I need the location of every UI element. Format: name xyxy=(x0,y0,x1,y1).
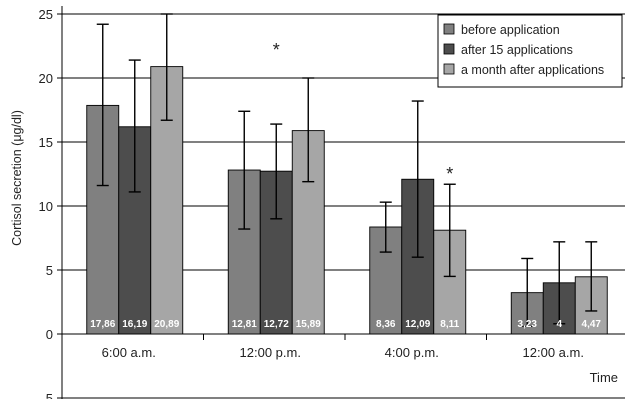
y-tick-label: 0 xyxy=(46,327,53,342)
data-label: 12,81 xyxy=(232,319,257,330)
data-label: 15,89 xyxy=(296,319,321,330)
significance-asterisk: * xyxy=(273,40,280,60)
y-tick-label: 5 xyxy=(46,263,53,278)
y-tick-label: 20 xyxy=(39,71,53,86)
legend-swatch xyxy=(443,43,455,55)
category-label: 4:00 p.m. xyxy=(385,345,439,360)
data-label: 17,86 xyxy=(90,319,115,330)
y-tick-label: 10 xyxy=(39,199,53,214)
y-axis-title: Cortisol secretion (μg/dl) xyxy=(10,110,24,246)
y-tick-label: 25 xyxy=(39,7,53,22)
y-tick-label: 15 xyxy=(39,135,53,150)
data-label: 12,72 xyxy=(264,319,289,330)
significance-asterisk: * xyxy=(446,164,453,184)
data-label: 12,09 xyxy=(405,319,430,330)
data-label: 20,89 xyxy=(154,319,179,330)
legend-box xyxy=(437,14,623,88)
x-axis-title: Time xyxy=(590,370,618,385)
category-label: 6:00 a.m. xyxy=(102,345,156,360)
data-label: 16,19 xyxy=(122,319,147,330)
y-tick-label: 5 xyxy=(46,391,53,399)
data-label: 4,47 xyxy=(582,319,602,330)
data-label: 4 xyxy=(556,319,562,330)
legend-label: after 15 applications xyxy=(461,43,573,57)
category-label: 12:00 p.m. xyxy=(240,345,301,360)
data-label: 8,11 xyxy=(440,319,459,330)
data-label: 3,23 xyxy=(518,319,538,330)
legend-label: a month after applications xyxy=(461,63,604,77)
category-label: 12:00 a.m. xyxy=(523,345,584,360)
legend-label: before application xyxy=(461,23,560,37)
legend-swatch xyxy=(443,63,455,75)
legend-swatch xyxy=(443,23,455,35)
data-label: 8,36 xyxy=(376,319,396,330)
